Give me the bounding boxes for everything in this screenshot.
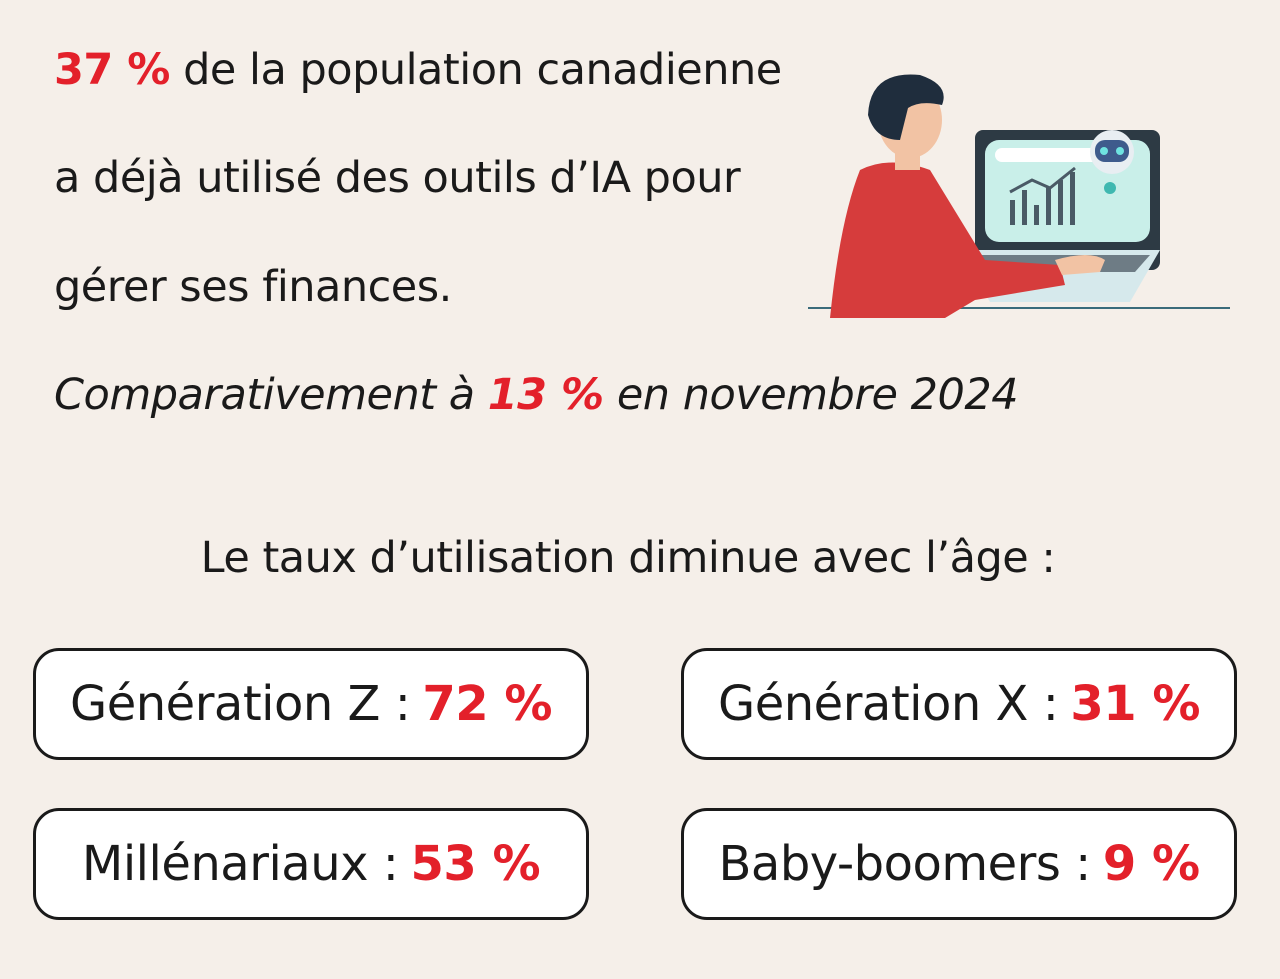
group-value: 31 % <box>1070 676 1200 732</box>
group-card: Baby-boomers :9 % <box>681 808 1237 920</box>
group-card: Millénariaux :53 % <box>33 808 589 920</box>
comparison: Comparativement à 13 % en novembre 2024 <box>54 365 1019 425</box>
comparison-text: en novembre 2024 <box>616 370 1019 420</box>
group-label: Millénariaux : <box>81 836 399 892</box>
group-card: Génération Z :72 % <box>33 648 589 760</box>
group-label: Génération X : <box>718 676 1059 732</box>
group-label: Baby-boomers : <box>718 836 1091 892</box>
headline-stat: 37 % <box>54 45 170 95</box>
illustration <box>808 74 1230 318</box>
headline-line: gérer ses finances. <box>54 262 452 312</box>
comparison-stat: 13 % <box>487 370 604 420</box>
group-card: Génération X :31 % <box>681 648 1237 760</box>
group-label: Génération Z : <box>70 676 411 732</box>
group-value: 53 % <box>410 836 541 892</box>
headline-line: a déjà utilisé des outils d’IA pour <box>54 153 741 203</box>
group-value: 72 % <box>422 676 552 732</box>
subheading: Le taux d’utilisation diminue avec l’âge… <box>200 533 1056 583</box>
headline-line: 37 % de la population canadienne <box>54 40 782 100</box>
group-value: 9 % <box>1102 836 1200 892</box>
headline-text: de la population canadienne <box>183 45 782 95</box>
comparison-text: Comparativement à <box>54 370 475 420</box>
